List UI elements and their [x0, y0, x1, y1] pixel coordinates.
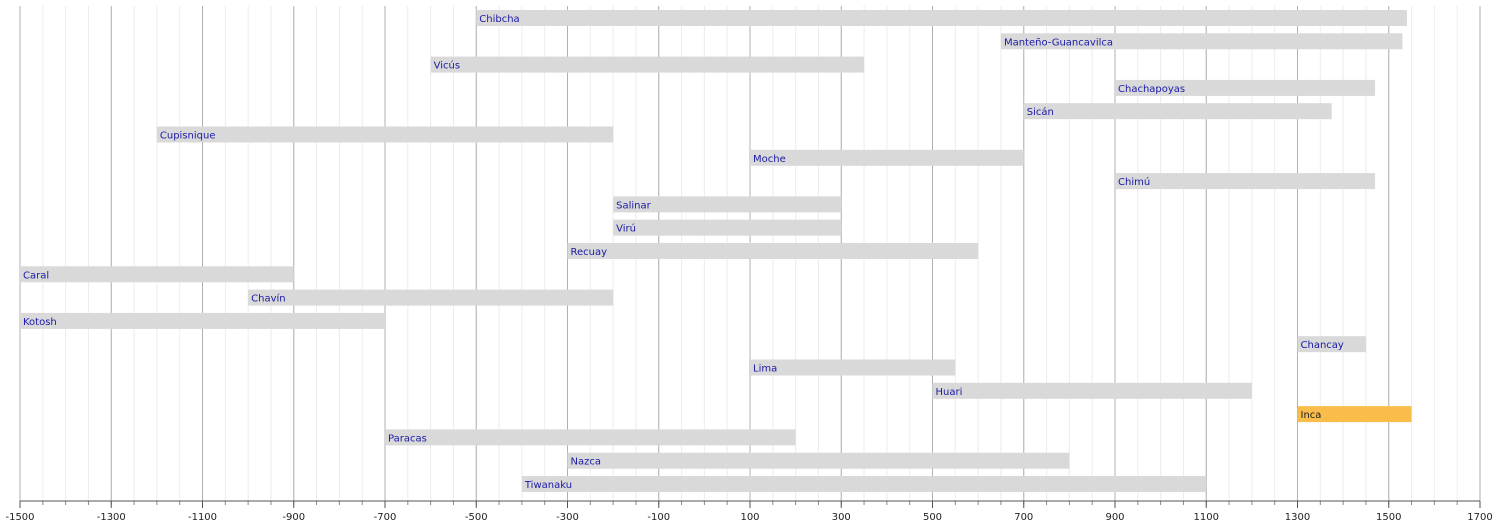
- bar: [932, 382, 1252, 399]
- bar-label: Huari: [936, 387, 963, 398]
- bar-label: Manteño-Guancavilca: [1004, 37, 1113, 48]
- bar-label: Kotosh: [23, 317, 57, 328]
- bar-label: Vicús: [434, 60, 460, 72]
- bar-label: Cupisnique: [160, 131, 216, 142]
- bar-label: Salinar: [616, 200, 651, 211]
- x-tick-label: -900: [282, 512, 305, 522]
- bar-label: Chibcha: [479, 14, 519, 25]
- bar: [567, 452, 1070, 469]
- x-tick-label: 700: [1014, 512, 1033, 522]
- x-tick-label: 500: [923, 512, 942, 522]
- bar-label: Chavín: [251, 293, 285, 305]
- x-tick-label: -700: [374, 512, 397, 522]
- bar: [1115, 79, 1376, 96]
- x-tick-label: 1700: [1467, 512, 1492, 522]
- x-tick-label: 900: [1105, 512, 1124, 522]
- bar-label: Recuay: [571, 247, 608, 258]
- bar: [476, 10, 1407, 26]
- bar: [1297, 406, 1412, 423]
- bar: [567, 243, 979, 259]
- bar: [1000, 33, 1403, 50]
- bar-label: Paracas: [388, 433, 427, 444]
- bar: [385, 429, 796, 446]
- bar-label: Inca: [1301, 410, 1322, 421]
- x-tick-label: 1300: [1285, 512, 1310, 522]
- bar: [20, 266, 294, 283]
- bar-label: Chachapoyas: [1118, 84, 1185, 95]
- x-tick-label: -1500: [5, 512, 34, 522]
- bar: [20, 312, 385, 329]
- bar: [1115, 173, 1376, 190]
- x-tick-label: -1100: [188, 512, 217, 522]
- x-tick-label: 100: [740, 512, 759, 522]
- bar-label: Tiwanaku: [524, 480, 572, 491]
- bar-label: Virú: [616, 223, 636, 235]
- bar-label: Caral: [23, 270, 49, 281]
- bar-label: Chimú: [1118, 176, 1150, 188]
- x-tick-label: -300: [556, 512, 579, 522]
- bar: [1023, 103, 1332, 120]
- bar: [613, 219, 842, 236]
- x-tick-label: 1500: [1376, 512, 1401, 522]
- bar: [613, 196, 842, 213]
- x-tick-label: 1100: [1194, 512, 1219, 522]
- x-tick-label: -1300: [97, 512, 126, 522]
- x-tick-label: 300: [832, 512, 851, 522]
- bar: [156, 126, 614, 143]
- bar: [1297, 336, 1366, 353]
- x-tick-label: -500: [465, 512, 488, 522]
- bar-label: Nazca: [571, 457, 601, 468]
- x-tick-label: -100: [647, 512, 670, 522]
- bar: [248, 289, 614, 306]
- bar-label: Lima: [753, 364, 777, 375]
- bar: [521, 476, 1207, 492]
- bar: [750, 359, 956, 376]
- bar-label: Moche: [753, 154, 786, 165]
- bar-label: Chancay: [1301, 340, 1344, 351]
- bar: [750, 149, 1024, 166]
- bar-label: Sicán: [1027, 106, 1054, 118]
- bar: [430, 56, 865, 73]
